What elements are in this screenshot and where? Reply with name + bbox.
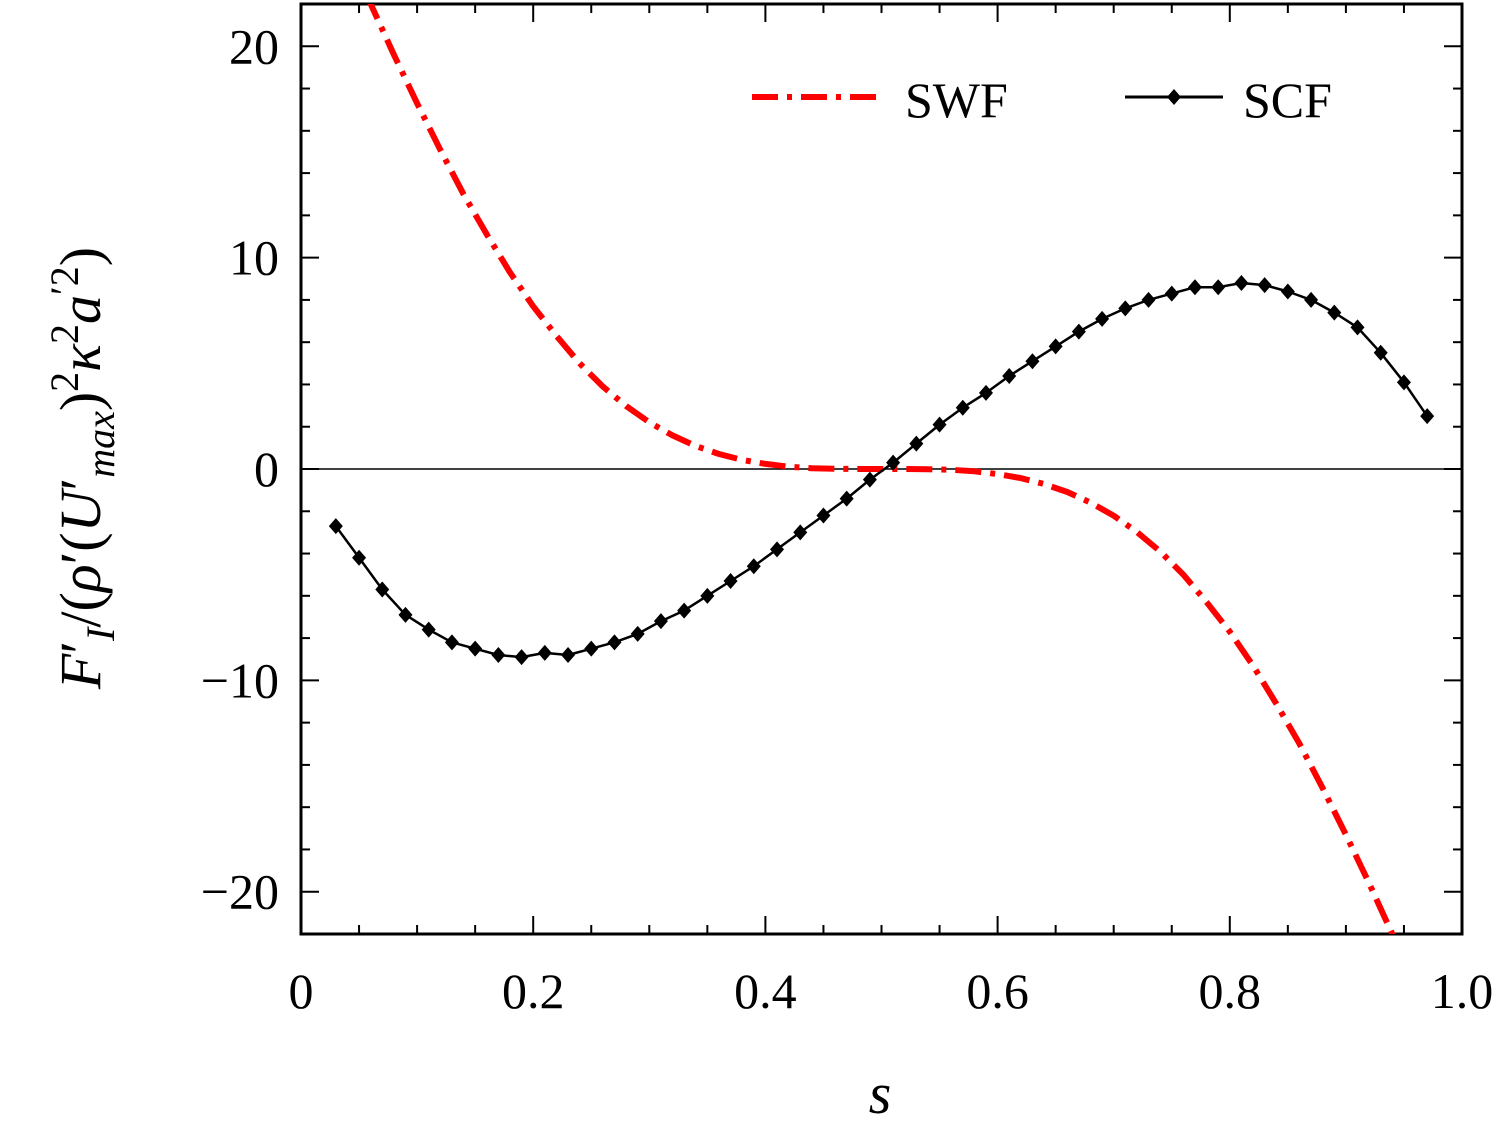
- data-point-scf: [1002, 368, 1017, 384]
- axis-ticks: [300, 4, 1463, 934]
- legend-label-scf: SCF: [1243, 72, 1332, 128]
- data-point-scf: [978, 384, 993, 401]
- data-point-scf: [1396, 374, 1411, 391]
- data-point-scf: [537, 644, 552, 661]
- data-point-scf: [1071, 323, 1086, 340]
- data-point-scf: [955, 399, 970, 416]
- y-tick-label: 10: [229, 230, 279, 286]
- legend-label-swf: SWF: [905, 72, 1008, 128]
- y-axis-label: F′I/(ρ′(U′max)2κ2a′2): [42, 247, 123, 690]
- legend-item-scf: SCF: [1125, 72, 1332, 128]
- data-point-scf: [1048, 338, 1063, 355]
- data-point-scf: [561, 647, 576, 663]
- data-point-scf: [1327, 304, 1342, 321]
- data-point-scf: [839, 490, 854, 507]
- data-point-scf: [1280, 283, 1295, 300]
- tick-labels: 0 0.2 0.4 0.6 0.8 1.0 20 10 0 −10 −20: [201, 18, 1493, 1019]
- data-point-scf: [1420, 408, 1435, 425]
- ylabel-prime-rho: ′: [48, 552, 113, 565]
- ylabel-sub-I: I: [78, 626, 123, 642]
- ylabel-F: F: [48, 653, 113, 690]
- data-point-scf: [909, 435, 924, 452]
- data-point-scf: [1095, 310, 1110, 327]
- data-point-scf: [352, 549, 367, 566]
- ylabel-sup-2a: 2: [42, 372, 87, 392]
- data-point-scf: [1257, 277, 1272, 294]
- legend-item-swf: SWF: [752, 72, 1008, 128]
- data-point-scf: [1350, 319, 1365, 336]
- data-point-scf: [700, 587, 715, 604]
- ylabel-a: a: [48, 295, 113, 324]
- ylabel-sup-2c: 2: [42, 266, 87, 286]
- x-tick-label: 0: [289, 963, 314, 1019]
- x-axis-label: s: [869, 1061, 892, 1126]
- legend: SWF SCF: [752, 72, 1332, 128]
- data-point-scf: [1118, 300, 1133, 317]
- ylabel-paren-close: ): [48, 392, 113, 411]
- ylabel-prime: ′: [48, 641, 113, 654]
- data-point-scf: [491, 647, 506, 663]
- ylabel-sub-max: max: [78, 411, 123, 478]
- ylabel-prime-U: ′: [48, 478, 113, 491]
- data-point-scf: [723, 573, 738, 590]
- data-point-scf: [746, 558, 761, 575]
- data-point-scf: [1234, 275, 1249, 291]
- ylabel-slash-open: /(: [48, 592, 113, 627]
- data-point-scf: [816, 507, 831, 524]
- data-point-scf: [630, 625, 645, 642]
- data-point-scf: [468, 640, 483, 657]
- data-point-scf: [421, 621, 436, 638]
- data-point-scf: [1211, 279, 1226, 296]
- ylabel-U: U: [48, 486, 113, 532]
- x-tick-label: 1.0: [1431, 963, 1494, 1019]
- data-point-scf: [1373, 344, 1388, 361]
- data-point-scf: [653, 613, 668, 630]
- data-point-scf: [770, 541, 785, 558]
- data-point-scf: [677, 602, 692, 619]
- x-tick-label: 0.6: [966, 963, 1029, 1019]
- ylabel-kappa: κ: [48, 343, 113, 372]
- data-point-scf: [862, 471, 877, 488]
- data-point-scf: [375, 581, 390, 598]
- data-point-scf: [1304, 291, 1319, 308]
- y-tick-label: 0: [254, 441, 279, 497]
- y-tick-label: −10: [201, 652, 279, 708]
- data-point-scf: [932, 416, 947, 433]
- legend-marker-scf: [1167, 89, 1181, 105]
- data-point-scf: [1164, 285, 1179, 302]
- y-tick-label: 20: [229, 18, 279, 74]
- data-point-scf: [1141, 291, 1156, 308]
- x-tick-label: 0.4: [734, 963, 797, 1019]
- series-line-scf: [334, 281, 1429, 659]
- data-point-scf: [398, 606, 413, 623]
- data-point-scf: [793, 524, 808, 541]
- y-tick-label: −20: [201, 864, 279, 920]
- series-line-swf: [367, 4, 1396, 934]
- data-point-scf: [444, 634, 459, 651]
- data-point-scf: [514, 649, 529, 666]
- data-point-scf: [607, 634, 622, 651]
- data-point-scf: [1025, 353, 1040, 370]
- ylabel-prime-a: ′: [42, 286, 87, 295]
- ylabel-rho: ρ: [48, 564, 113, 594]
- ylabel-sup-2b: 2: [42, 324, 87, 344]
- ylabel-close: ): [48, 247, 113, 266]
- data-point-scf: [886, 454, 901, 471]
- data-point-scf: [584, 640, 599, 657]
- plot-area: [299, 2, 1464, 936]
- x-tick-label: 0.2: [502, 963, 565, 1019]
- series-group: [328, 4, 1435, 934]
- data-point-scf: [1187, 279, 1202, 296]
- ylabel-paren-open: (: [48, 532, 113, 551]
- data-point-scf: [328, 518, 343, 535]
- x-tick-label: 0.8: [1199, 963, 1262, 1019]
